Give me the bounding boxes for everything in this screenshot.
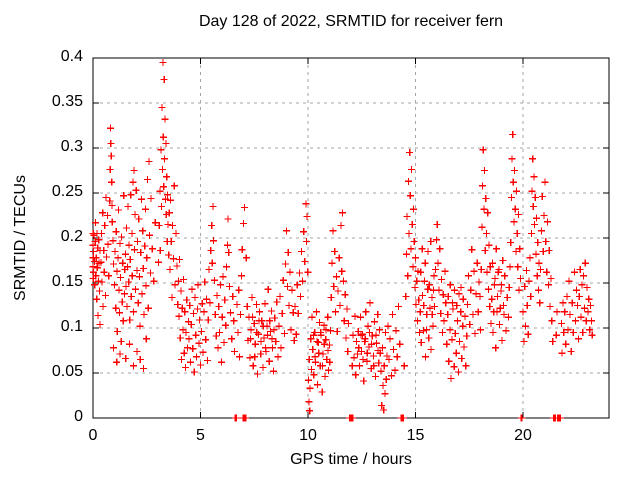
x-tick-label: 0 bbox=[88, 427, 98, 444]
y-tick-label: 0.15 bbox=[51, 273, 83, 290]
y-tick-label: 0.4 bbox=[60, 48, 83, 65]
y-tick-label: 0.1 bbox=[60, 318, 83, 335]
y-tick-label: 0.05 bbox=[51, 363, 83, 380]
data-points bbox=[89, 59, 596, 422]
x-tick-label: 5 bbox=[196, 427, 205, 444]
x-tick-label: 15 bbox=[406, 427, 425, 444]
x-tick-label: 10 bbox=[299, 427, 317, 444]
y-tick-label: 0.3 bbox=[60, 138, 83, 155]
x-axis-label: GPS time / hours bbox=[290, 451, 412, 468]
y-tick-label: 0 bbox=[74, 408, 83, 425]
y-tick-label: 0.35 bbox=[51, 93, 83, 110]
y-tick-label: 0.2 bbox=[60, 228, 83, 245]
y-tick-label: 0.25 bbox=[51, 183, 83, 200]
x-tick-label: 20 bbox=[514, 427, 532, 444]
chart-title: Day 128 of 2022, SRMTID for receiver fer… bbox=[198, 13, 504, 30]
